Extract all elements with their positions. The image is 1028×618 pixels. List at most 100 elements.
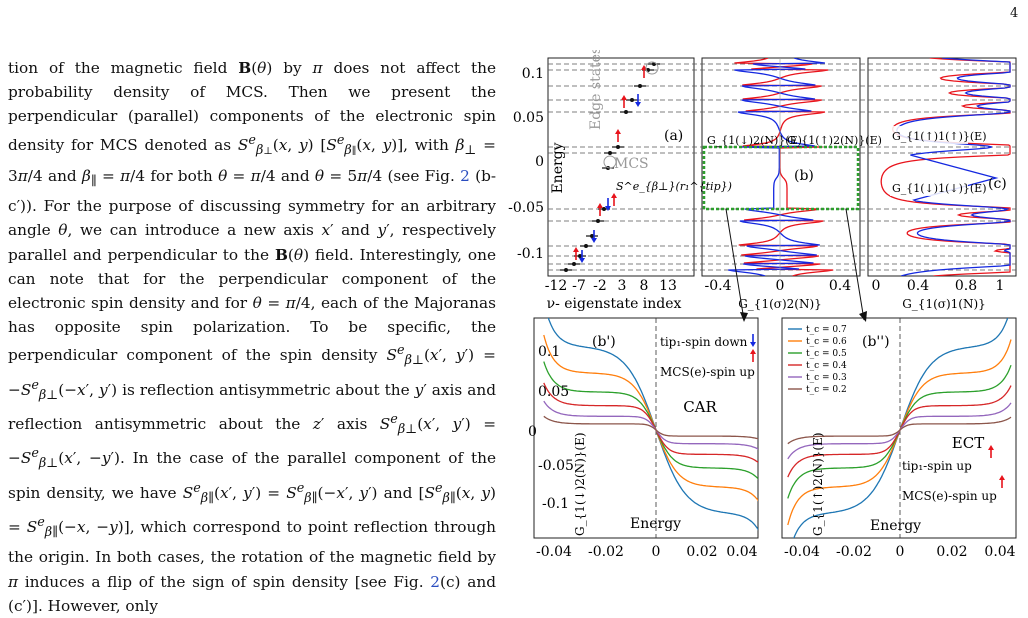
spin-arrow-head bbox=[635, 102, 641, 107]
b2-xtick-4: 0.04 bbox=[984, 544, 1015, 560]
c-xlabel: G_{1(σ)1(N)} bbox=[902, 297, 986, 311]
c-xtick-3: 1 bbox=[996, 278, 1005, 294]
b1-tip-text: tip₁-spin down bbox=[660, 335, 748, 349]
b1-ylabel: G_{1(↓)2(N)}(E) bbox=[573, 432, 587, 536]
b2-xlabel: Energy bbox=[870, 518, 921, 534]
a-edge-states: Edge states bbox=[588, 50, 604, 130]
eigenstate-dot bbox=[596, 219, 600, 223]
legend-label-0: t_c = 0.7 bbox=[806, 325, 847, 335]
b1-ytick-m0.05: -0.05 bbox=[538, 458, 574, 474]
annot-spin-arrow-head-0 bbox=[750, 342, 756, 347]
a-xtick-4: 8 bbox=[640, 278, 649, 294]
eigenstate-dot bbox=[572, 262, 576, 266]
b2-ylabel: G_{1(↑)2(N)}(E) bbox=[811, 432, 825, 536]
a-xtick-5: 13 bbox=[659, 278, 677, 294]
b-xtick-1: 0 bbox=[776, 278, 785, 294]
b1-panel-label: (b') bbox=[592, 334, 616, 350]
a-ytick-m0.1: -0.1 bbox=[517, 246, 544, 262]
panel-a-frame bbox=[547, 57, 695, 277]
spin-arrow-head bbox=[611, 193, 617, 198]
a-xtick-2: -2 bbox=[593, 278, 607, 294]
a-ytick-m0.05: -0.05 bbox=[508, 200, 544, 216]
eigenstate-dot bbox=[638, 84, 642, 88]
a-ylabel: Energy bbox=[550, 142, 566, 193]
eigenstate-dot bbox=[584, 244, 588, 248]
b2-curve-tc-5 bbox=[787, 416, 1012, 445]
b2-tip-text: tip₁-spin up bbox=[902, 459, 972, 473]
eigenstate-dot bbox=[564, 268, 568, 272]
eigenstate-dot bbox=[590, 234, 594, 238]
b1-xtick-1: -0.02 bbox=[588, 544, 624, 560]
c-curve-lower-label: G_{1(↓)1(↓)}(E) bbox=[892, 182, 987, 195]
legend-label-3: t_c = 0.4 bbox=[806, 361, 847, 371]
annot-spin-arrow-head-2 bbox=[988, 445, 994, 450]
b2-process: ECT bbox=[952, 434, 984, 452]
b-curve-right-label: G_{1(↑)2(N)}(E) bbox=[787, 134, 882, 147]
figure-2: 0.1 0.05 0 -0.05 -0.1 Energy -12 -7 -2 3… bbox=[504, 47, 1026, 580]
b2-xtick-2: 0 bbox=[896, 544, 905, 560]
legend-label-2: t_c = 0.5 bbox=[806, 349, 847, 359]
spin-arrow-head bbox=[621, 95, 627, 100]
c-xtick-0: 0 bbox=[872, 278, 881, 294]
a-xtick-0: -12 bbox=[545, 278, 568, 294]
page-number: 4 bbox=[1010, 6, 1019, 21]
a-spin-density-label: S^e_{β⊥}(r₁^{tip}) bbox=[616, 180, 732, 193]
b2-xtick-0: -0.04 bbox=[784, 544, 820, 560]
b-curve-down bbox=[728, 58, 825, 276]
b1-ytick-m0.1: -0.1 bbox=[542, 496, 569, 512]
legend-label-1: t_c = 0.6 bbox=[806, 337, 847, 347]
spin-arrow-head bbox=[573, 247, 579, 252]
panel-b-frame bbox=[701, 57, 861, 277]
panel-b1-frame bbox=[533, 317, 759, 539]
b1-xtick-0: -0.04 bbox=[536, 544, 572, 560]
eigenstate-dot bbox=[578, 254, 582, 258]
c-curve-upper-label: G_{1(↑)1(↑)}(E) bbox=[892, 130, 987, 143]
b1-curve-tc-5 bbox=[543, 415, 758, 440]
b2-mcs-text: MCS(e)-spin up bbox=[902, 489, 997, 503]
a-ytick-0.05: 0.05 bbox=[513, 110, 544, 126]
b2-panel-label: (b'') bbox=[862, 334, 890, 350]
tc-legend: t_c = 0.7 t_c = 0.6 t_c = 0.5 t_c = 0.4 t_c … bbox=[788, 325, 847, 395]
b1-ytick-0.05: 0.05 bbox=[538, 384, 569, 400]
b1-xtick-4: 0.04 bbox=[726, 544, 757, 560]
b2-xtick-3: 0.02 bbox=[936, 544, 967, 560]
b-panel-label: (b) bbox=[794, 168, 814, 184]
spin-arrow-head bbox=[641, 65, 647, 70]
edge-circle bbox=[645, 61, 659, 75]
b1-ytick-0: 0 bbox=[528, 424, 537, 440]
b-xtick-0: -0.4 bbox=[705, 278, 732, 294]
b1-xtick-2: 0 bbox=[652, 544, 661, 560]
b1-process: CAR bbox=[683, 398, 717, 416]
eigenstate-dot bbox=[616, 145, 620, 149]
c-curve-up bbox=[880, 58, 1011, 276]
b1-ytick-0.1: 0.1 bbox=[538, 344, 560, 360]
b-xtick-2: 0.4 bbox=[829, 278, 851, 294]
body-text-column: tion of the magnetic field B(θ) by π doe… bbox=[8, 59, 497, 615]
c-panel-label: (c) bbox=[988, 176, 1007, 192]
legend-label-5: t_c = 0.2 bbox=[806, 385, 847, 395]
a-ytick-0: 0 bbox=[535, 154, 544, 170]
c-xtick-2: 0.8 bbox=[955, 278, 977, 294]
legend-label-4: t_c = 0.3 bbox=[806, 373, 847, 383]
b-curve-left-label: G_{1(↓)2(N)}(E) bbox=[707, 134, 802, 147]
mcs-circle bbox=[603, 155, 617, 169]
c-xtick-1: 0.4 bbox=[907, 278, 929, 294]
spin-arrow-head bbox=[597, 203, 603, 208]
a-mcs-label: MCS bbox=[614, 156, 649, 172]
eigenstate-dot bbox=[624, 110, 628, 114]
b1-mcs-text: MCS(e)-spin up bbox=[660, 365, 755, 379]
eigenstate-dot bbox=[630, 98, 634, 102]
b-xlabel: G_{1(σ)2(N)} bbox=[738, 297, 822, 311]
annot-spin-arrow-head-3 bbox=[999, 475, 1005, 480]
panel-b2-frame bbox=[781, 317, 1017, 539]
spin-arrow-head bbox=[605, 206, 611, 211]
a-xtick-1: -7 bbox=[572, 278, 586, 294]
eigenstate-dot bbox=[608, 151, 612, 155]
arrow-to-b1 bbox=[725, 208, 745, 321]
spin-arrow-head bbox=[579, 258, 585, 263]
a-xtick-3: 3 bbox=[618, 278, 627, 294]
a-xlabel: ν- eigenstate index bbox=[547, 296, 682, 312]
b2-xtick-1: -0.02 bbox=[836, 544, 872, 560]
b1-xtick-3: 0.02 bbox=[686, 544, 717, 560]
spin-arrow-head bbox=[591, 238, 597, 243]
